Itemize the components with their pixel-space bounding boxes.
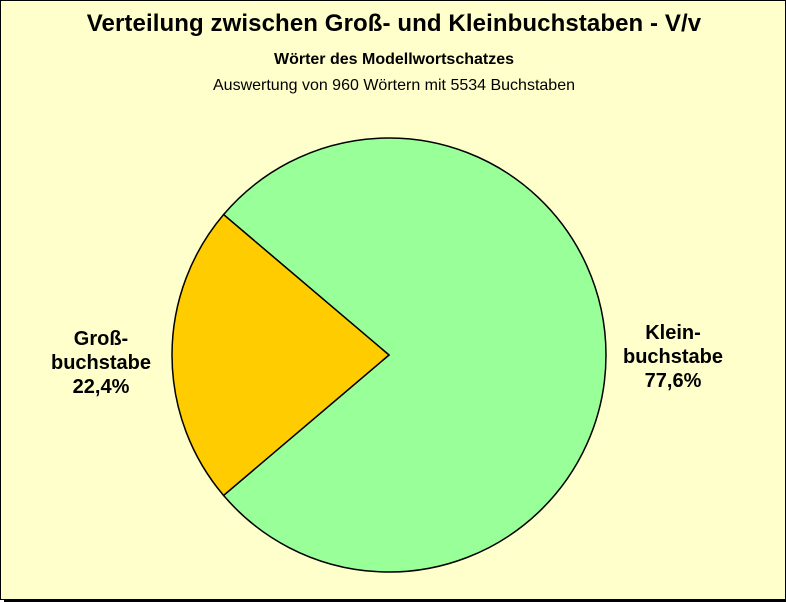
slice-label-klein-line1: Klein-: [645, 322, 701, 344]
chart-note: Auswertung von 960 Wörtern mit 5534 Buch…: [213, 77, 575, 94]
pie-slice-klein: [222, 137, 607, 573]
pie-slice-gross: [171, 213, 391, 497]
chart-title: Verteilung zwischen Groß- und Kleinbuchs…: [86, 10, 702, 37]
slice-label-gross-line1: Groß-: [73, 328, 129, 350]
slice-label-gross-line2: buchstabe: [50, 352, 152, 374]
slice-label-klein: Klein- buchstabe 77,6%: [613, 321, 733, 393]
chart-subtitle: Wörter des Modellwortschatzes: [273, 51, 515, 68]
slice-label-gross-percent: 22,4%: [72, 376, 130, 398]
slice-label-klein-line2: buchstabe: [622, 346, 724, 368]
slice-label-klein-percent: 77,6%: [644, 370, 702, 392]
slice-label-gross: Groß- buchstabe 22,4%: [41, 327, 161, 399]
